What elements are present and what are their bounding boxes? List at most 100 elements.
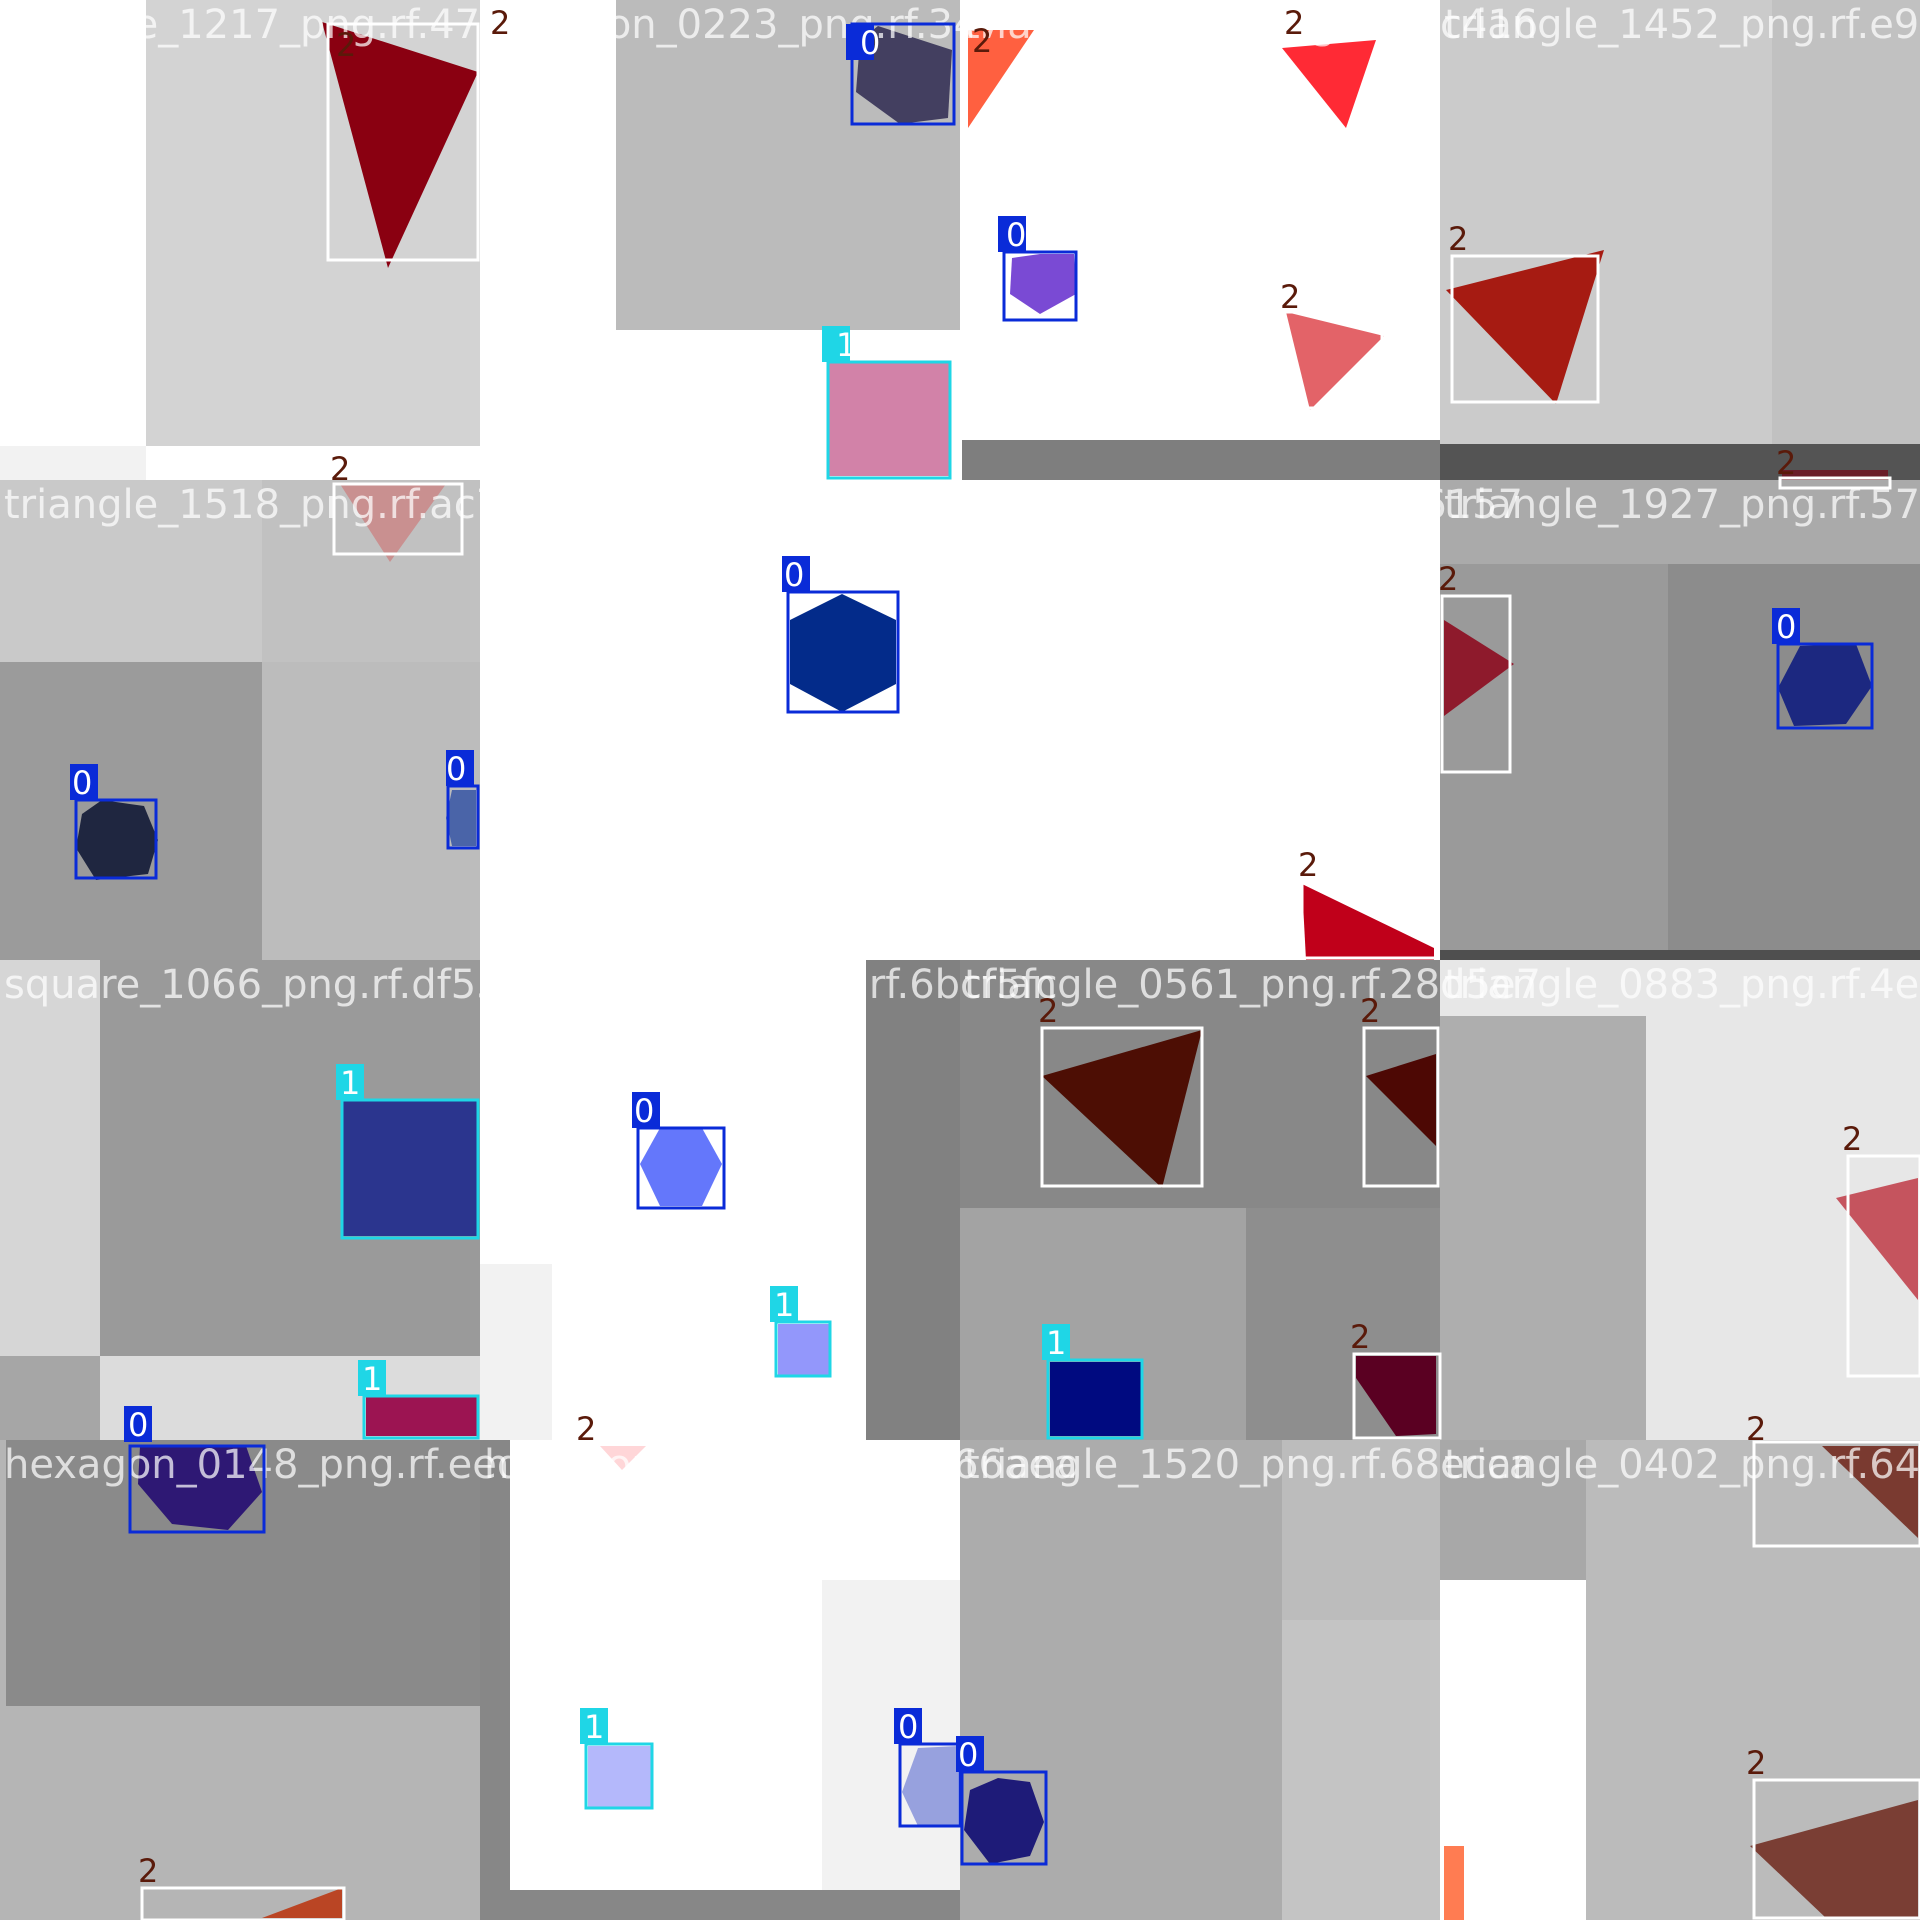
tile-13	[0, 1440, 480, 1920]
class-label: 0	[784, 556, 804, 594]
class-label: 1	[1046, 1324, 1066, 1362]
detection: 0	[956, 1736, 1048, 1866]
tile-title: triangle_1763_png.rf.8dc416	[964, 2, 1538, 48]
triangle-shape	[1750, 1800, 1918, 1918]
detection: 1	[822, 326, 952, 480]
bounding-box	[1274, 36, 1380, 132]
hexagon-shape	[446, 790, 476, 846]
hexagon-shape	[964, 1778, 1044, 1864]
detection: 2	[1274, 4, 1380, 132]
tile-7	[960, 480, 1440, 960]
label-tag	[446, 750, 474, 786]
class-label: 0	[128, 1406, 148, 1444]
class-label: 0	[446, 750, 466, 788]
tile-title: square_1034_png.rf.7a6157	[964, 482, 1523, 528]
hexagon-shape	[1778, 644, 1872, 726]
class-label: 2	[138, 1852, 158, 1890]
detection: 2	[1038, 992, 1204, 1188]
detection: 2	[962, 22, 1042, 134]
tile-title: triangle_0561_png.rf.28d5e7	[964, 962, 1541, 1008]
label-tag	[632, 1092, 660, 1128]
label-tag	[894, 1708, 922, 1744]
tile-title: hexagon_0148_png.rf.eed3fd	[4, 1442, 587, 1488]
detection: 0	[894, 1708, 962, 1828]
bounding-box	[332, 482, 464, 556]
class-label: 0	[898, 1708, 918, 1746]
bounding-box	[786, 590, 900, 714]
label-tag	[124, 1406, 152, 1442]
square-shape	[1444, 1846, 1464, 1920]
label-tag	[998, 216, 1026, 252]
tile-title: triangle_1452_png.rf.e925c0	[1444, 2, 1920, 48]
tile-9	[0, 960, 480, 1440]
tile-15	[960, 1440, 1440, 1920]
triangle-shape	[340, 484, 446, 562]
detection: 0	[124, 1406, 266, 1534]
class-label: 2	[330, 450, 350, 488]
bounding-box	[1450, 254, 1600, 404]
tile-title: triangle_0883_png.rf.4ed63f	[1444, 962, 1920, 1008]
label-tag	[580, 1708, 608, 1744]
tile-11	[960, 960, 1440, 1440]
label-tag	[70, 764, 98, 800]
detection: 2	[576, 1410, 708, 1480]
triangle-shape	[1356, 1356, 1436, 1436]
tile-title: triangle_1927_png.rf.57265c	[1444, 482, 1920, 528]
class-label: 0	[634, 1092, 654, 1130]
detection: 2	[1280, 278, 1384, 410]
class-label: 2	[1776, 444, 1796, 482]
triangle-shape	[1282, 40, 1376, 128]
tile-1	[0, 0, 528, 480]
bounding-box	[1352, 1352, 1442, 1440]
tile-title: triangle_1520_png.rf.68ecca	[964, 1442, 1533, 1488]
bounding-box	[480, 18, 532, 228]
class-label: 1	[362, 1360, 382, 1398]
label-tag	[782, 556, 810, 592]
tile-14	[480, 1440, 960, 1920]
detection: 2	[326, 22, 480, 262]
class-label: 2	[1438, 560, 1458, 598]
bounding-box	[1282, 310, 1384, 410]
class-label: 1	[584, 1708, 604, 1746]
bounding-box	[1002, 250, 1078, 322]
tile-10	[480, 960, 960, 1440]
bounding-box	[362, 1394, 480, 1440]
detection: 1	[580, 1708, 654, 1810]
tile-title: triangle_0402_png.rf.6421cc	[1444, 1442, 1920, 1488]
label-tag	[956, 1736, 984, 1772]
class-label: 2	[1038, 992, 1058, 1030]
bounding-box	[1752, 1440, 1920, 1548]
detection: 0	[998, 216, 1078, 322]
bounding-box	[140, 1886, 346, 1920]
class-label: 2	[1448, 220, 1468, 258]
tile-title: square_1287_png.rf.8c95aed	[484, 482, 1064, 528]
bounding-box	[128, 1444, 266, 1534]
detection: 0	[446, 750, 480, 850]
hexagon-shape	[76, 800, 158, 880]
detection: 2	[1360, 992, 1440, 1188]
tile-5	[0, 480, 480, 960]
class-label: 2	[972, 22, 992, 60]
square-shape	[1050, 1362, 1142, 1436]
bounding-box	[584, 1440, 708, 1480]
hexagon-shape	[856, 26, 952, 124]
class-label: 2	[1298, 846, 1318, 884]
detection: 2	[1746, 1744, 1920, 1920]
label-tag	[1042, 1324, 1070, 1360]
detection: 0	[70, 764, 158, 880]
class-label: 0	[860, 24, 880, 62]
class-label: 1	[774, 1286, 794, 1324]
hexagon-shape	[790, 594, 896, 712]
hexagon-shape	[640, 1128, 722, 1206]
class-label: 2	[490, 4, 510, 42]
detection: 2	[1350, 1318, 1442, 1440]
bounding-box	[962, 24, 1042, 134]
detection: 2	[138, 1852, 346, 1920]
class-label: 1	[340, 1064, 360, 1102]
triangle-shape	[1286, 312, 1384, 410]
square-shape	[778, 1324, 830, 1376]
bounding-box	[960, 1770, 1048, 1866]
label-tag	[1772, 608, 1800, 644]
tile-2	[480, 0, 960, 480]
